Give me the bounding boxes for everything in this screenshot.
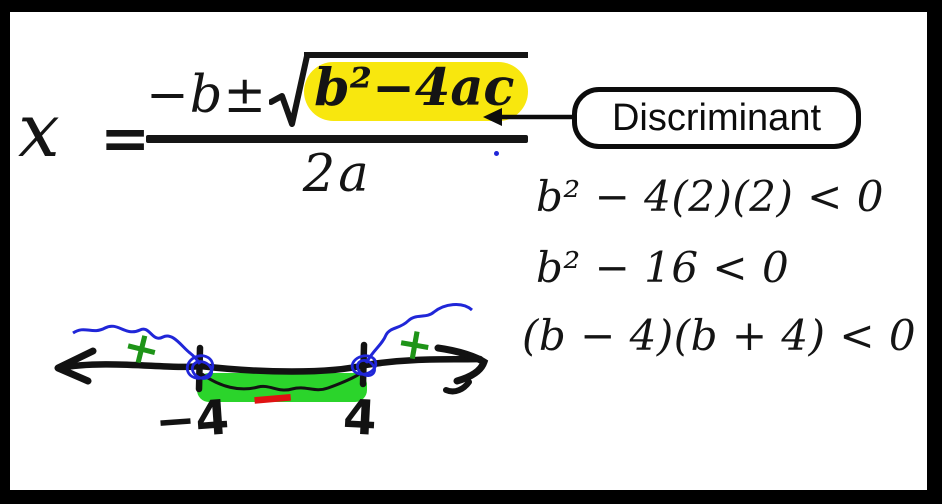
tick-4 <box>359 341 368 388</box>
radicand: b²−4ac <box>304 52 529 121</box>
formula-equals: = <box>100 104 150 174</box>
left-arrowhead-icon <box>54 347 97 385</box>
work-step-1: b² − 4(2)(2) < 0 <box>536 172 884 221</box>
numerator-prefix: −b± <box>146 66 268 125</box>
open-circle-4-icon <box>350 354 378 377</box>
arrow-left-icon <box>483 108 577 126</box>
stray-pen-dot <box>494 151 499 156</box>
fraction-bar <box>146 135 529 143</box>
work-step-2: b² − 16 < 0 <box>536 243 790 292</box>
discriminant-callout-label: Discriminant <box>611 96 822 139</box>
tick-label-minus4: −4 <box>153 389 230 450</box>
quadratic-formula-fraction: −b± b²−4ac 2a <box>146 52 529 204</box>
work-step-3: (b − 4)(b + 4) < 0 <box>522 311 917 360</box>
solution-interval-highlight <box>197 373 367 402</box>
number-line-drawing: + + − −4 4 <box>54 303 489 450</box>
highlight-squiggle <box>201 369 365 392</box>
discriminant-highlight: b²−4ac <box>304 61 529 121</box>
number-line-axis <box>54 355 484 375</box>
fraction-numerator: −b± b²−4ac <box>146 52 529 132</box>
right-arrowhead-hook <box>443 379 472 395</box>
tick-minus4 <box>195 344 204 393</box>
minus-sign-middle: − <box>245 361 299 433</box>
fraction-denominator: 2a <box>302 145 372 204</box>
blue-curve-right <box>364 303 474 364</box>
right-arrowhead-icon <box>434 344 489 385</box>
formula-lhs: x <box>18 88 60 174</box>
tick-label-4: 4 <box>342 389 378 447</box>
open-circle-minus4-icon <box>185 354 215 380</box>
discriminant-callout: Discriminant <box>572 87 861 149</box>
plus-sign-right: + <box>392 316 437 373</box>
radical-sign-icon <box>269 53 311 127</box>
blue-curve-left <box>72 324 202 365</box>
